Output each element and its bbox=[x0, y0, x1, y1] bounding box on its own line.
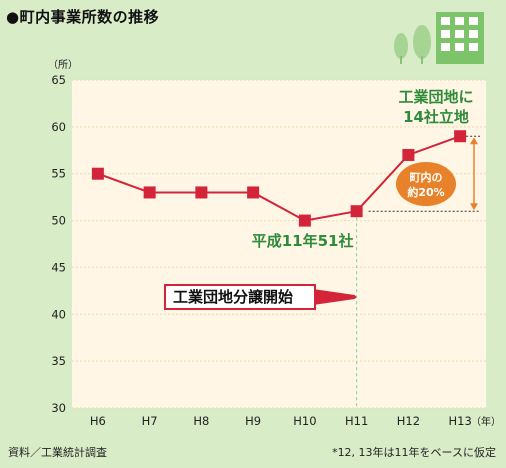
share-badge: 町内の 約20% bbox=[396, 162, 456, 206]
data-point bbox=[454, 130, 467, 143]
y-axis-ticks: 30 35 40 45 50 55 60 65 bbox=[51, 73, 66, 415]
badge-line1: 町内の bbox=[410, 170, 443, 184]
x-tick-label: H7 bbox=[142, 414, 158, 428]
annotation-h11-51: 平成11年51社 bbox=[252, 232, 354, 250]
y-tick-label: 30 bbox=[51, 401, 66, 415]
annotation-14-companies: 14社立地 bbox=[403, 108, 469, 126]
x-axis-unit: （年） bbox=[471, 415, 501, 428]
data-point bbox=[195, 186, 208, 199]
x-tick-label: H12 bbox=[397, 414, 420, 428]
x-axis-ticks: H6 H7 H8 H9 H10 H11 H12 H13 bbox=[90, 414, 472, 428]
y-axis-unit: （所） bbox=[48, 59, 78, 71]
tree-icon bbox=[394, 25, 431, 64]
x-tick-label: H8 bbox=[193, 414, 209, 428]
x-tick-label: H13 bbox=[448, 414, 471, 428]
x-tick-label: H10 bbox=[293, 414, 316, 428]
arrowhead-down bbox=[470, 203, 478, 211]
banner-text: 工業団地分譲開始 bbox=[173, 288, 293, 306]
sale-start-banner: 工業団地分譲開始 bbox=[164, 284, 357, 310]
source-note: 資料／工業統計調査 bbox=[8, 446, 107, 459]
data-point bbox=[350, 205, 363, 218]
y-tick-label: 60 bbox=[51, 120, 66, 134]
data-point bbox=[91, 167, 104, 180]
y-tick-label: 65 bbox=[51, 73, 66, 87]
data-point bbox=[143, 186, 156, 199]
series-markers bbox=[91, 130, 467, 227]
badge-line2: 約20% bbox=[407, 185, 444, 199]
y-tick-label: 50 bbox=[51, 214, 66, 228]
y-tick-label: 45 bbox=[51, 260, 66, 274]
y-tick-label: 40 bbox=[51, 307, 66, 321]
gridlines bbox=[72, 79, 486, 409]
series-line bbox=[97, 135, 461, 222]
data-point bbox=[402, 148, 415, 161]
chart-title: ●町内事業所数の推移 bbox=[6, 8, 160, 26]
y-tick-label: 55 bbox=[51, 167, 66, 181]
annotation-industrial-park: 工業団地に bbox=[398, 88, 473, 106]
footnote: *12, 13年は11年をベースに仮定 bbox=[332, 446, 496, 459]
arrowhead-up bbox=[470, 137, 478, 145]
annotation-lines bbox=[356, 135, 480, 408]
x-tick-label: H9 bbox=[245, 414, 261, 428]
data-point bbox=[298, 214, 311, 227]
plot-area bbox=[72, 80, 486, 408]
data-point bbox=[247, 186, 260, 199]
x-tick-label: H11 bbox=[345, 414, 368, 428]
x-tick-label: H6 bbox=[90, 414, 106, 428]
y-tick-label: 35 bbox=[51, 354, 66, 368]
building-icon bbox=[436, 12, 484, 64]
